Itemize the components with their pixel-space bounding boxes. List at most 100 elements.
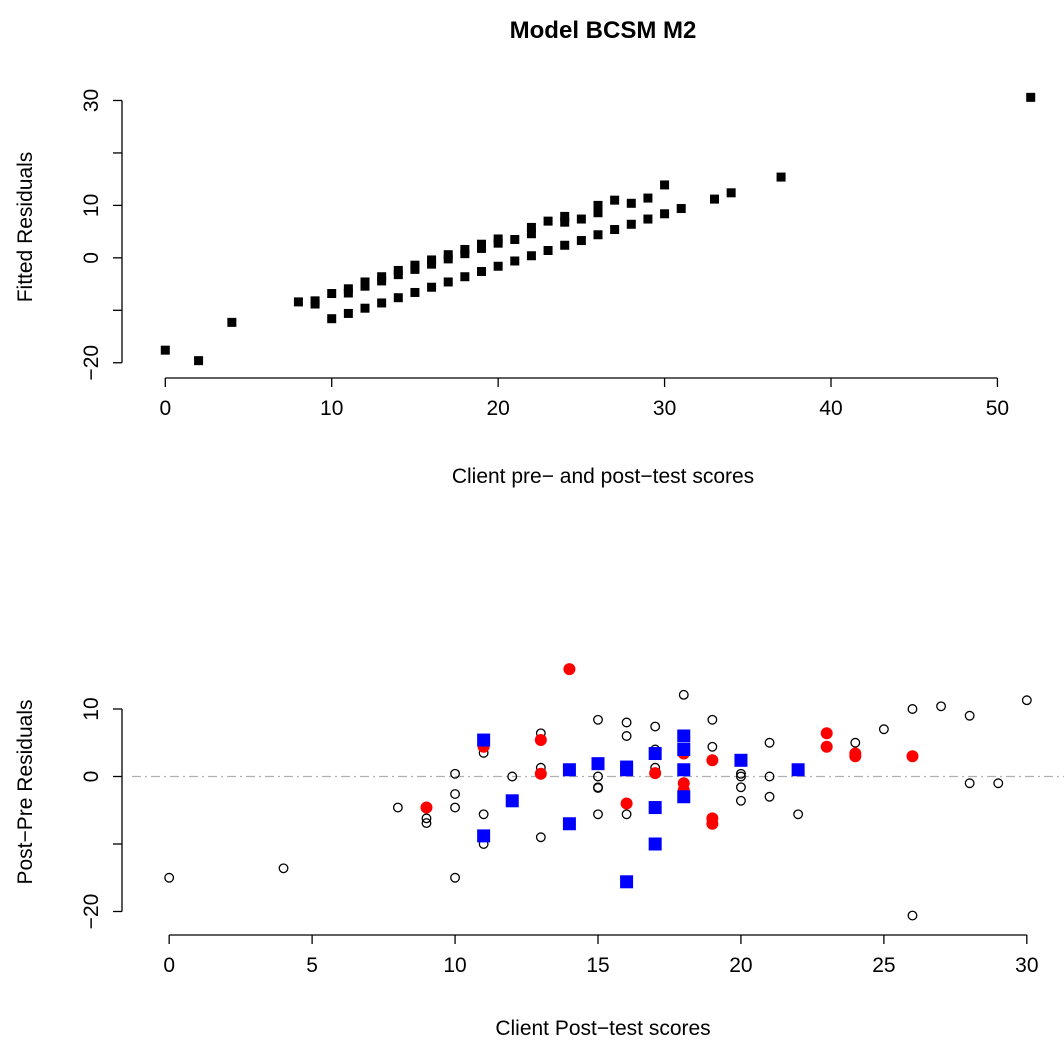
data-point <box>227 317 237 327</box>
data-point <box>706 817 719 830</box>
data-point <box>593 200 603 210</box>
data-point <box>543 246 553 256</box>
data-point <box>410 264 420 274</box>
data-point <box>677 743 691 756</box>
data-point <box>621 731 632 741</box>
data-point <box>878 724 889 735</box>
data-point <box>676 204 686 214</box>
data-point <box>327 314 337 324</box>
data-point <box>734 753 748 767</box>
post-pre-residuals-points <box>164 663 1032 921</box>
data-point <box>393 293 403 303</box>
data-point <box>677 763 691 777</box>
data-point <box>610 195 620 205</box>
fitted-residuals-points <box>160 92 1036 366</box>
data-point <box>450 872 461 883</box>
data-point <box>377 298 387 308</box>
y-tick-label: −20 <box>80 894 103 930</box>
data-point <box>460 272 470 282</box>
data-point <box>648 801 662 815</box>
data-point <box>505 794 519 808</box>
data-point <box>534 767 547 780</box>
data-point <box>427 259 437 269</box>
data-point <box>327 289 337 299</box>
data-point <box>593 208 603 218</box>
x-axis-label: Client Post−test scores <box>495 1017 710 1040</box>
post-pre-residuals-axes: 0 5 10 15 20 25 30 −20 0 10 <box>80 697 1039 977</box>
data-point <box>477 829 491 843</box>
data-point <box>427 282 437 292</box>
data-point <box>443 277 453 287</box>
data-point <box>360 303 370 313</box>
data-point <box>650 721 661 732</box>
data-point <box>410 287 420 297</box>
x-tick-label: 0 <box>163 954 175 977</box>
data-point <box>907 910 918 921</box>
data-point <box>393 270 403 280</box>
data-point <box>443 254 453 264</box>
data-point <box>735 782 746 793</box>
data-point <box>906 750 919 763</box>
data-point <box>593 771 603 782</box>
data-point <box>194 356 204 366</box>
data-point <box>649 767 662 780</box>
data-point <box>593 230 603 240</box>
data-point <box>820 740 833 753</box>
data-point <box>377 276 387 286</box>
data-point <box>343 288 353 298</box>
data-point <box>776 172 786 182</box>
y-axis-label: Post−Pre Residuals <box>14 699 37 884</box>
data-point <box>560 217 570 227</box>
data-point <box>621 809 632 820</box>
x-tick-label: 5 <box>306 954 318 977</box>
x-tick-label: 20 <box>729 954 752 977</box>
data-point <box>160 345 170 355</box>
post-pre-residuals-panel: 0 5 10 15 20 25 30 −20 0 10 Client Post−test scor… <box>14 663 1064 1040</box>
data-point <box>849 750 862 763</box>
chart-title: Model BCSM M2 <box>510 17 697 44</box>
x-tick-label: 10 <box>320 397 343 420</box>
x-axis-label: Client pre− and post−test scores <box>452 465 754 488</box>
data-point <box>677 729 691 743</box>
data-point <box>507 771 518 782</box>
x-tick-label: 20 <box>486 397 509 420</box>
data-point <box>735 768 746 779</box>
data-point <box>510 234 520 244</box>
data-point <box>493 238 503 248</box>
data-point <box>392 802 403 813</box>
y-tick-label: −20 <box>80 345 103 381</box>
data-point <box>534 734 547 747</box>
data-point <box>477 243 486 253</box>
data-point <box>560 211 570 221</box>
data-point <box>964 710 975 721</box>
data-point <box>593 714 603 725</box>
data-point <box>593 809 603 820</box>
data-point <box>621 717 632 728</box>
data-point <box>726 188 736 198</box>
data-point <box>460 249 470 259</box>
fitted-residuals-axes: 0 10 20 30 40 50 −20 0 10 30 <box>80 89 1009 420</box>
data-point <box>677 790 691 804</box>
data-point <box>450 768 461 779</box>
y-tick-label: 10 <box>80 194 103 217</box>
data-point <box>477 266 486 276</box>
x-tick-label: 25 <box>872 954 895 977</box>
data-point <box>936 701 947 712</box>
y-tick-label: 10 <box>80 697 103 720</box>
data-point <box>620 875 634 889</box>
data-point <box>643 193 653 203</box>
data-point <box>678 689 689 700</box>
data-point <box>610 225 620 235</box>
data-point <box>620 763 634 777</box>
data-point <box>543 216 553 226</box>
y-tick-label: 30 <box>80 89 103 112</box>
data-point <box>964 778 975 789</box>
x-tick-label: 10 <box>443 954 466 977</box>
data-point <box>450 802 461 813</box>
data-point <box>643 214 653 224</box>
data-point <box>626 219 636 229</box>
data-point <box>576 214 586 224</box>
y-tick-label: 0 <box>80 771 103 783</box>
data-point <box>477 733 491 747</box>
data-point <box>535 832 546 843</box>
